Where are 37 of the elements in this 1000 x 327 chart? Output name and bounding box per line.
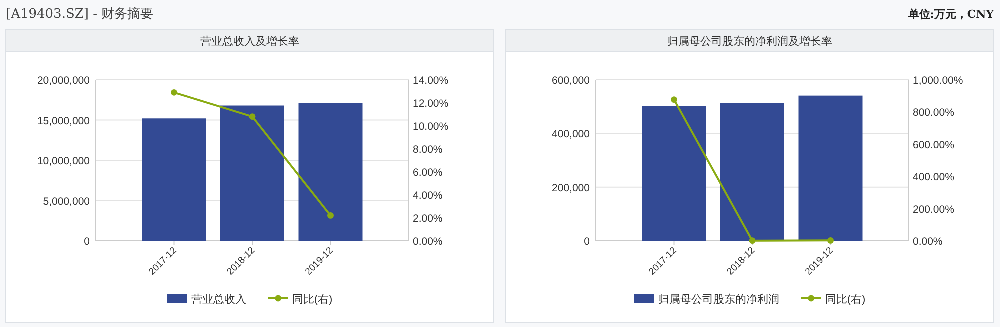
y2-tick-label: 6.00% (413, 167, 443, 179)
y-tick-label: 5,000,000 (43, 196, 90, 208)
point (749, 238, 756, 244)
y2-tick-label: 14.00% (413, 75, 449, 87)
point (828, 237, 834, 244)
point (171, 89, 178, 96)
text: 单位:万元，CNY (907, 8, 994, 21)
y-tick-label: 200,000 (552, 182, 590, 194)
y2-tick-label: 600.00% (913, 139, 954, 152)
y-tick-label: 15,000,000 (37, 115, 90, 128)
legend-label: 归属母公司股东的净利润 (658, 293, 780, 306)
text: [A19403.SZ] - 财务摘要 (6, 7, 154, 22)
y2-tick-label: 8.00% (413, 144, 443, 156)
chart-title: 营业总收入及增长率 (200, 35, 300, 48)
y2-tick-label: 12.00% (413, 98, 449, 110)
y2-tick-label: 10.00% (413, 121, 449, 133)
y-tick-label: 0 (84, 236, 90, 248)
y-tick-label: 10,000,000 (37, 156, 90, 168)
chart-title: 归属母公司股东的净利润及增长率 (668, 35, 832, 48)
y2-tick-label: 0.00% (413, 236, 443, 248)
y2-tick-label: 0.00% (913, 236, 943, 248)
point (671, 96, 678, 104)
legend-label: 同比(右) (825, 293, 866, 306)
point (249, 114, 256, 120)
y2-tick-label: 4.00% (413, 190, 443, 202)
y2-tick-label: 400.00% (913, 172, 954, 184)
y-tick-label: 20,000,000 (37, 75, 90, 87)
point (328, 212, 334, 219)
y2-tick-label: 1,000.00% (913, 75, 964, 87)
legend-label: 营业总收入 (191, 293, 246, 306)
y-tick-label: 400,000 (552, 128, 590, 141)
y-tick-label: 0 (584, 236, 590, 248)
y2-tick-label: 2.00% (413, 213, 443, 225)
y2-tick-label: 200.00% (913, 204, 954, 216)
y-tick-label: 600,000 (552, 75, 590, 87)
legend-label: 同比(右) (292, 293, 333, 306)
y2-tick-label: 800.00% (913, 107, 954, 120)
